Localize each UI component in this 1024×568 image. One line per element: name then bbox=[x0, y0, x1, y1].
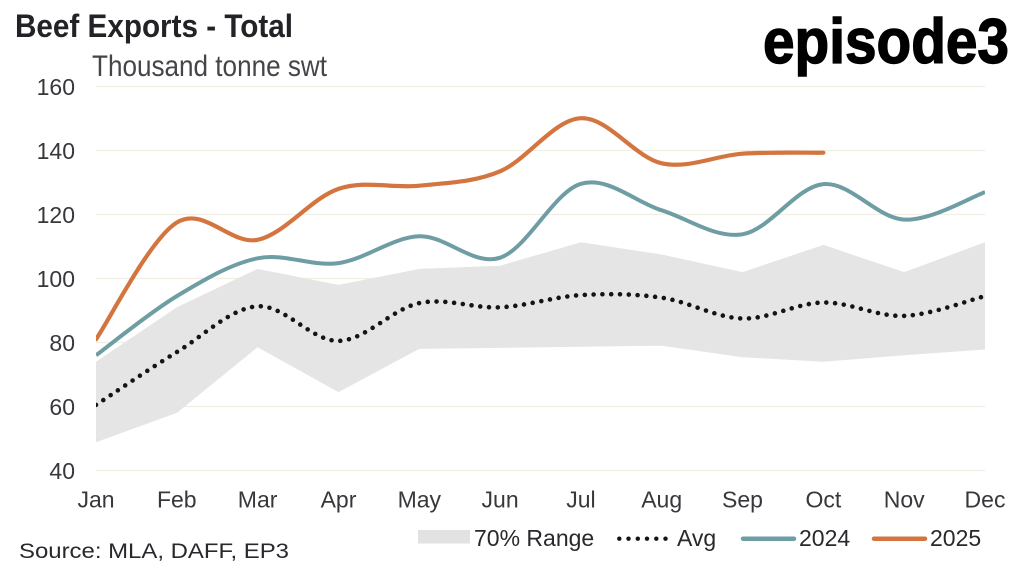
svg-text:Avg: Avg bbox=[677, 525, 716, 551]
svg-text:Thousand tonne swt: Thousand tonne swt bbox=[92, 50, 328, 83]
svg-text:160: 160 bbox=[37, 74, 75, 100]
svg-text:Source: MLA, DAFF, EP3: Source: MLA, DAFF, EP3 bbox=[19, 539, 289, 563]
svg-text:May: May bbox=[398, 487, 442, 513]
svg-text:Nov: Nov bbox=[884, 487, 925, 513]
svg-text:Jan: Jan bbox=[77, 487, 114, 513]
svg-text:Dec: Dec bbox=[965, 487, 1006, 513]
svg-text:Beef Exports - Total: Beef Exports - Total bbox=[15, 8, 293, 44]
svg-text:Jul: Jul bbox=[566, 487, 595, 513]
svg-text:Mar: Mar bbox=[238, 487, 278, 513]
svg-text:Jun: Jun bbox=[482, 487, 519, 513]
svg-text:2024: 2024 bbox=[799, 525, 850, 551]
svg-text:60: 60 bbox=[49, 394, 75, 420]
svg-text:40: 40 bbox=[49, 458, 75, 484]
svg-text:episode3: episode3 bbox=[763, 7, 1009, 77]
svg-text:70% Range: 70% Range bbox=[474, 525, 594, 551]
svg-text:100: 100 bbox=[37, 266, 75, 292]
svg-text:Feb: Feb bbox=[157, 487, 197, 513]
svg-text:Oct: Oct bbox=[806, 487, 842, 513]
svg-text:2025: 2025 bbox=[930, 525, 981, 551]
svg-text:80: 80 bbox=[49, 330, 75, 356]
svg-text:140: 140 bbox=[37, 138, 75, 164]
svg-text:Sep: Sep bbox=[722, 487, 763, 513]
svg-text:120: 120 bbox=[37, 202, 75, 228]
svg-text:Apr: Apr bbox=[321, 487, 357, 513]
svg-text:Aug: Aug bbox=[641, 487, 682, 513]
